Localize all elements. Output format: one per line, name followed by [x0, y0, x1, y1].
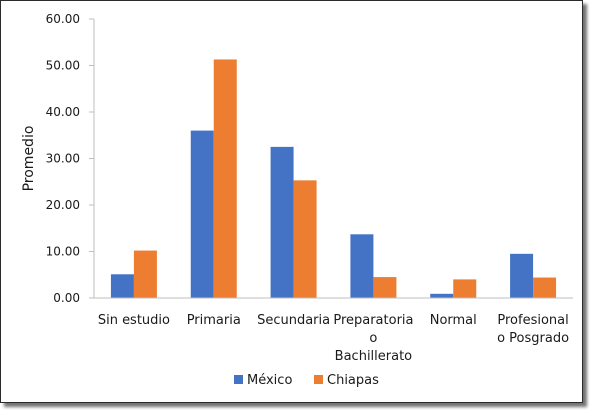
chart-frame: 0.00 10.00 20.00 30.00 40.00 50.00 60.00 Sin e…: [0, 0, 583, 403]
legend-swatch: [234, 375, 243, 384]
y-tick-label: 60.00: [46, 12, 80, 26]
bar-mxico-4: [430, 293, 454, 298]
y-tick-label: 20.00: [46, 198, 80, 212]
legend-swatch: [314, 375, 323, 384]
x-category-label: o: [369, 331, 377, 346]
bar-mxico-5: [510, 253, 534, 298]
legend-label: Chiapas: [327, 373, 379, 388]
x-category-label: Preparatoria: [333, 313, 413, 328]
bar-chiapas-2: [293, 180, 317, 298]
bar-chiapas-0: [133, 250, 157, 298]
y-axis-ticks: 0.00 10.00 20.00 30.00 40.00 50.00 60.00: [46, 12, 94, 305]
x-category-label: Profesional: [497, 313, 568, 328]
y-tick-label: 30.00: [46, 152, 80, 166]
legend-label: México: [247, 373, 292, 388]
x-category-label: Bachillerato: [335, 349, 413, 364]
y-tick-label: 10.00: [46, 245, 80, 259]
bar-chart: 0.00 10.00 20.00 30.00 40.00 50.00 60.00 Sin e…: [21, 12, 573, 388]
bar-mxico-3: [350, 234, 374, 298]
x-category-label: Sin estudio: [98, 313, 170, 328]
y-tick-label: 40.00: [46, 105, 80, 119]
bar-chiapas-1: [213, 59, 237, 298]
bar-chiapas-4: [453, 279, 477, 298]
x-category-label: Primaria: [187, 313, 241, 328]
y-axis-title: Promedio: [21, 126, 37, 192]
x-category-label: o Posgrado: [497, 331, 569, 346]
x-category-label: Normal: [430, 313, 477, 328]
legend[interactable]: México Chiapas: [234, 373, 379, 388]
bar-mxico-2: [270, 146, 294, 298]
bars-group: [110, 59, 557, 298]
x-category-label: Secundaria: [257, 313, 330, 328]
bar-mxico-0: [110, 274, 134, 298]
bar-chiapas-5: [533, 277, 557, 298]
y-tick-label: 0.00: [53, 291, 80, 305]
bar-mxico-1: [190, 130, 214, 298]
y-tick-label: 50.00: [46, 59, 80, 73]
bar-chiapas-3: [373, 277, 397, 298]
x-axis-category-labels: Sin estudio Primaria Secundaria Preparatori…: [98, 313, 569, 364]
